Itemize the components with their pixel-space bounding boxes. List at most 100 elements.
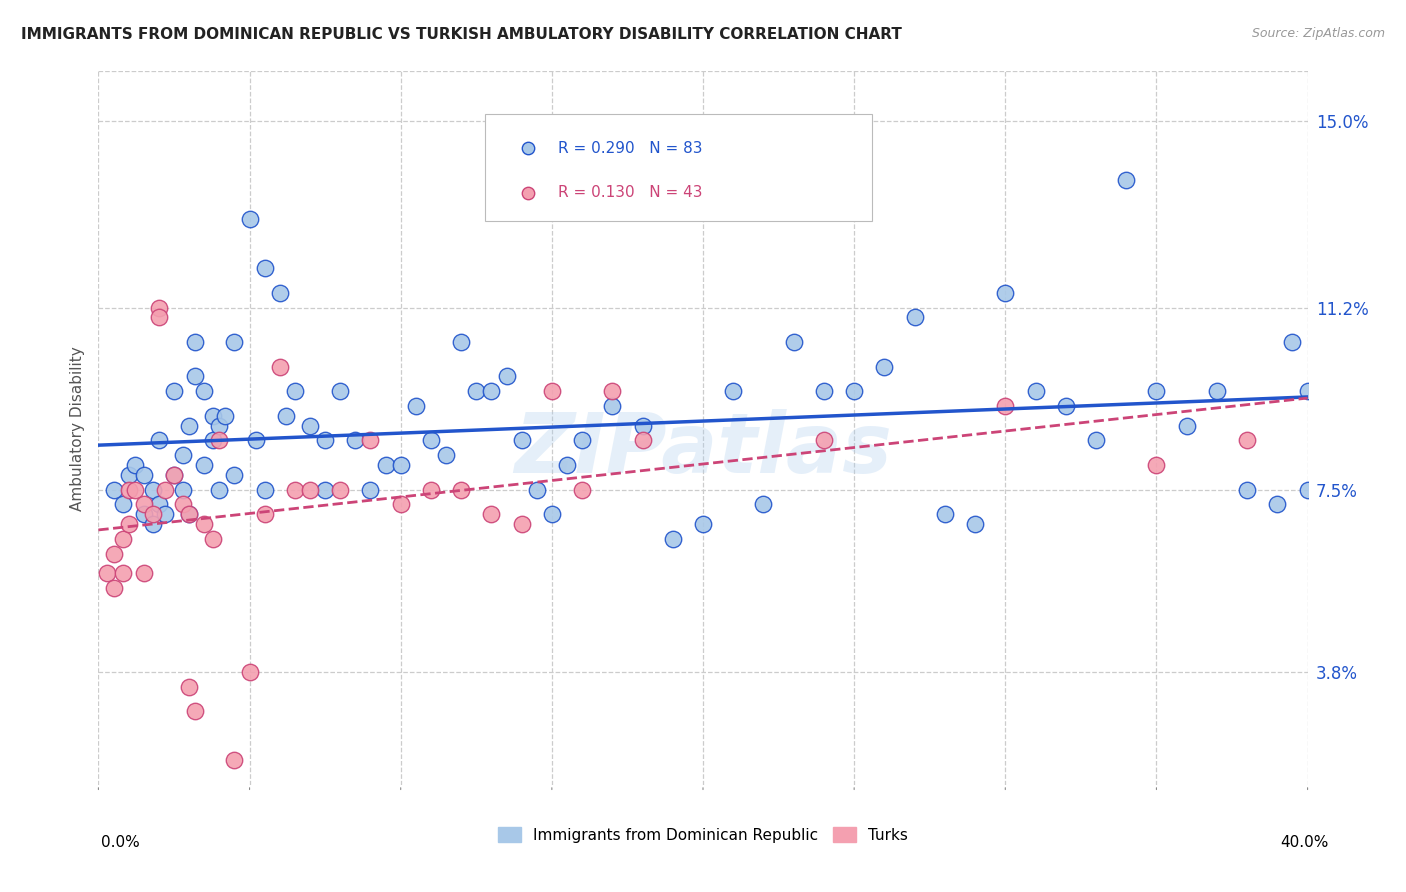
Point [253, 508, 276, 522]
Point [132, 498, 155, 512]
Point [179, 418, 201, 433]
Point [329, 384, 352, 399]
Point [245, 434, 267, 448]
Point [179, 508, 201, 522]
Point [374, 458, 396, 472]
Point [253, 483, 276, 497]
Point [132, 566, 155, 581]
Point [450, 334, 472, 349]
Point [873, 359, 896, 374]
Text: R = 0.290   N = 83: R = 0.290 N = 83 [558, 141, 703, 156]
Point [118, 517, 141, 532]
Point [1024, 384, 1046, 399]
Point [118, 483, 141, 497]
Point [269, 359, 291, 374]
Point [602, 399, 624, 413]
Point [813, 434, 835, 448]
Point [1236, 434, 1258, 448]
Point [172, 498, 194, 512]
Point [239, 212, 262, 227]
Point [526, 483, 548, 497]
Point [111, 532, 134, 546]
Point [103, 547, 125, 561]
Point [98, 811, 121, 825]
Point [193, 458, 215, 472]
Point [184, 334, 207, 349]
Point [555, 458, 578, 472]
Point [904, 310, 927, 325]
Point [253, 261, 276, 276]
Point [360, 434, 382, 448]
Point [274, 409, 297, 423]
Point [510, 434, 533, 448]
Point [602, 384, 624, 399]
Point [723, 384, 745, 399]
Point [540, 508, 562, 522]
Point [344, 434, 367, 448]
Point [1312, 369, 1334, 384]
Point [1267, 498, 1289, 512]
Point [1085, 434, 1108, 448]
Point [172, 448, 194, 462]
Point [163, 467, 186, 482]
Point [163, 384, 186, 399]
Point [202, 532, 225, 546]
Point [269, 285, 291, 300]
Point [1296, 384, 1319, 399]
Point [239, 665, 262, 679]
Point [299, 483, 322, 497]
Point [148, 434, 170, 448]
Text: IMMIGRANTS FROM DOMINICAN REPUBLIC VS TURKISH AMBULATORY DISABILITY CORRELATION : IMMIGRANTS FROM DOMINICAN REPUBLIC VS TU… [21, 27, 903, 42]
Text: Source: ZipAtlas.com: Source: ZipAtlas.com [1251, 27, 1385, 40]
Point [1312, 359, 1334, 374]
Point [224, 753, 246, 767]
Point [148, 498, 170, 512]
Point [142, 517, 165, 532]
Point [148, 301, 170, 315]
Point [124, 483, 146, 497]
Point [202, 409, 225, 423]
Text: R = 0.130   N = 43: R = 0.130 N = 43 [558, 186, 703, 200]
Point [965, 517, 987, 532]
Point [179, 680, 201, 694]
Point [1175, 418, 1198, 433]
FancyBboxPatch shape [485, 114, 872, 221]
Point [142, 483, 165, 497]
Text: 40.0%: 40.0% [1281, 836, 1329, 850]
Point [163, 467, 186, 482]
Point [148, 310, 170, 325]
Point [631, 418, 654, 433]
Point [405, 399, 427, 413]
Point [1146, 384, 1168, 399]
Point [844, 384, 866, 399]
Point [132, 467, 155, 482]
Point [96, 566, 118, 581]
Y-axis label: Ambulatory Disability: Ambulatory Disability [69, 346, 84, 510]
Point [193, 384, 215, 399]
Point [540, 384, 562, 399]
Point [420, 483, 443, 497]
Point [1054, 399, 1077, 413]
Point [465, 384, 488, 399]
Legend: Immigrants from Dominican Republic, Turks: Immigrants from Dominican Republic, Turk… [492, 821, 914, 848]
Point [571, 434, 593, 448]
Point [98, 808, 121, 822]
Point [813, 384, 835, 399]
Point [118, 467, 141, 482]
Point [752, 498, 775, 512]
Point [224, 334, 246, 349]
Point [994, 285, 1017, 300]
Point [153, 483, 176, 497]
Point [142, 508, 165, 522]
Point [450, 483, 472, 497]
Point [510, 517, 533, 532]
Point [692, 517, 714, 532]
Point [153, 508, 176, 522]
Point [111, 566, 134, 581]
Point [329, 483, 352, 497]
Point [934, 508, 956, 522]
Point [314, 483, 336, 497]
Point [571, 483, 593, 497]
Point [481, 508, 503, 522]
Point [208, 418, 231, 433]
